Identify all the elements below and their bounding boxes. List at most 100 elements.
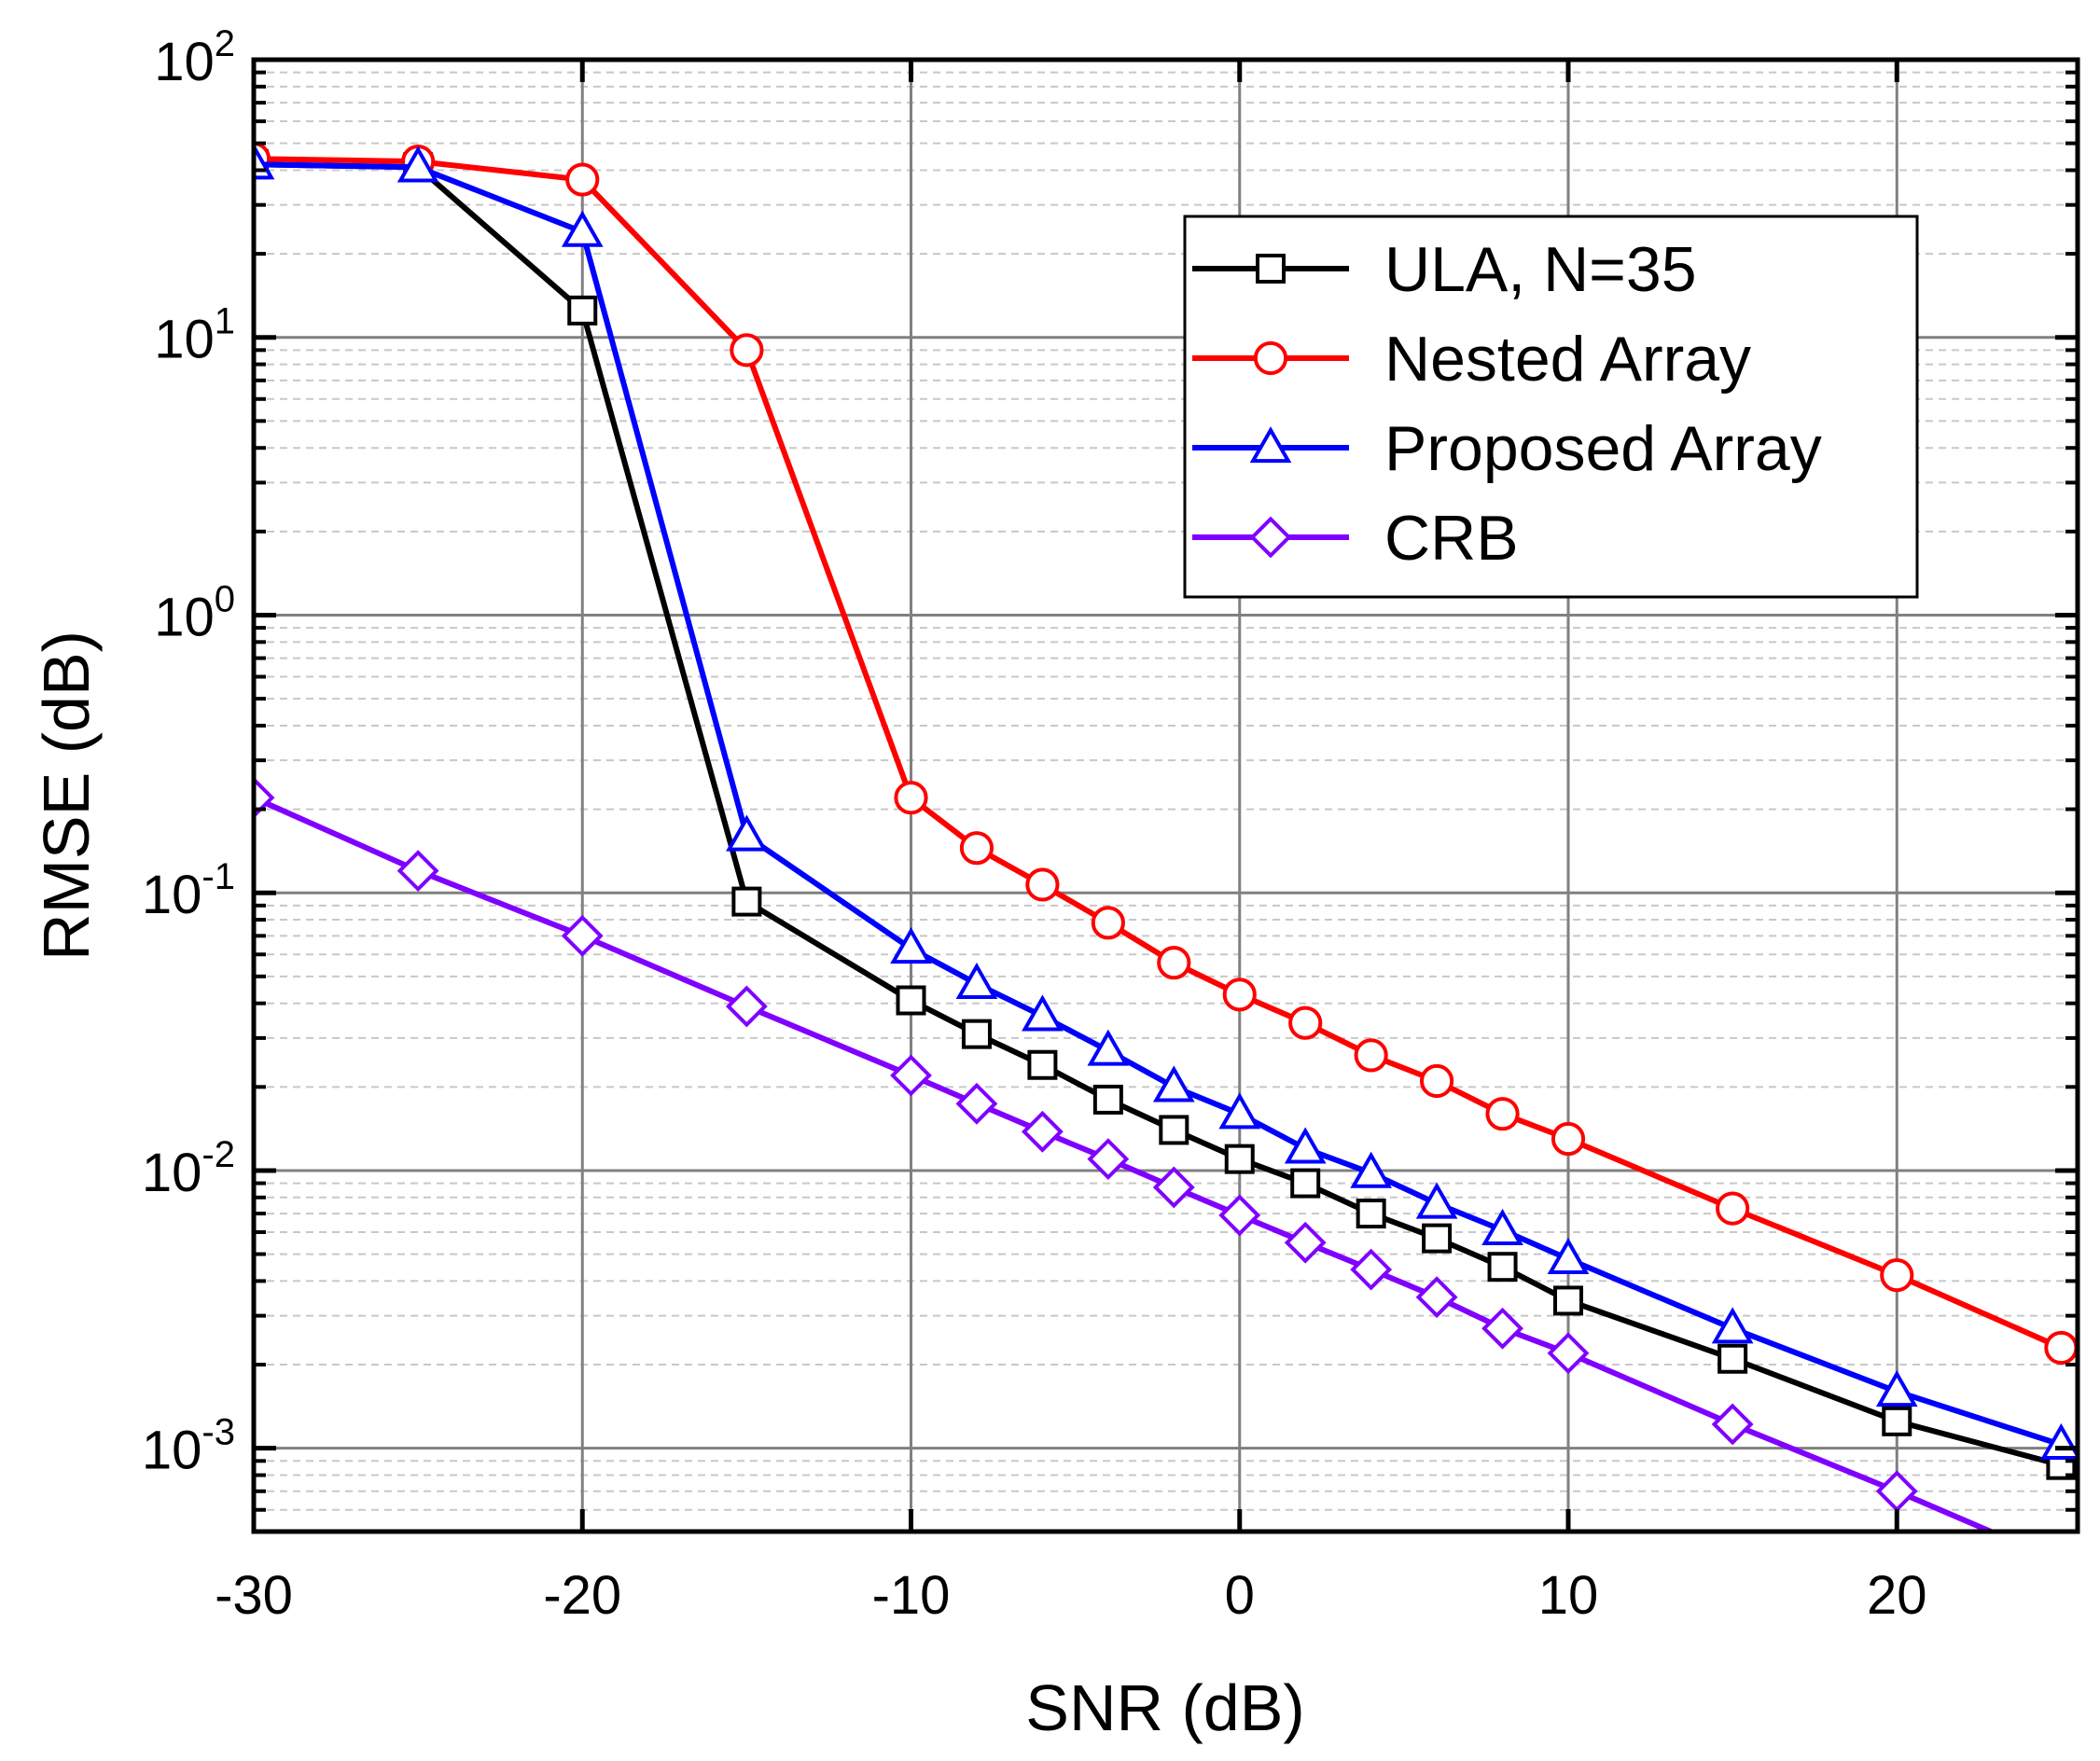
data-point-square bbox=[961, 1019, 992, 1049]
data-point-circle bbox=[1420, 1063, 1454, 1099]
data-point-square bbox=[731, 886, 762, 917]
legend-label: CRB bbox=[1384, 503, 1519, 574]
y-tick-labels: 10-3 10-2 10-1 100 101 102 bbox=[142, 23, 235, 1481]
legend-item: Proposed Array bbox=[1192, 413, 1822, 484]
data-point-circle bbox=[1551, 1121, 1586, 1157]
x-tick-label: 10 bbox=[1538, 1565, 1599, 1626]
y-tick-label: 101 bbox=[154, 301, 235, 370]
data-point-circle bbox=[1091, 906, 1125, 940]
data-point-triangle bbox=[1711, 1307, 1754, 1344]
data-point-diamond bbox=[1547, 1332, 1590, 1375]
data-point-diamond bbox=[396, 850, 439, 893]
data-point-triangle bbox=[1875, 1369, 1918, 1407]
data-point-diamond bbox=[1152, 1166, 1195, 1209]
series-crb bbox=[254, 776, 1998, 1532]
data-point-triangle bbox=[561, 210, 604, 247]
data-point-diamond bbox=[1284, 1221, 1327, 1264]
data-point-circle bbox=[1025, 867, 1060, 902]
data-point-square bbox=[567, 295, 598, 326]
x-tick-labels: -30 -20 -10 0 10 20 bbox=[215, 1565, 1926, 1626]
data-point-circle bbox=[1354, 1038, 1388, 1073]
y-tick-label: 10-3 bbox=[142, 1412, 235, 1481]
data-point-square bbox=[1718, 1343, 1748, 1374]
legend-item: Nested Array bbox=[1192, 324, 1751, 395]
data-point-square bbox=[1092, 1084, 1123, 1115]
data-point-triangle bbox=[1152, 1065, 1195, 1102]
data-point-circle bbox=[1716, 1191, 1750, 1226]
y-tick-label: 100 bbox=[154, 578, 235, 647]
data-point-diamond bbox=[1087, 1138, 1130, 1181]
data-point-diamond bbox=[1021, 1110, 1064, 1153]
series-line bbox=[254, 156, 2063, 1351]
data-point-diamond bbox=[1481, 1307, 1523, 1350]
data-point-circle bbox=[565, 162, 600, 197]
data-point-circle bbox=[730, 333, 764, 367]
series-line bbox=[254, 161, 2063, 1468]
y-tick-label: 10-2 bbox=[142, 1134, 235, 1203]
y-tick-label: 10-1 bbox=[142, 856, 235, 925]
y-axis-title: RMSE (dB) bbox=[30, 631, 103, 961]
data-point-square bbox=[1256, 254, 1286, 284]
data-point-diamond bbox=[1711, 1403, 1754, 1446]
legend-label: ULA, N=35 bbox=[1384, 234, 1697, 305]
legend-label: Proposed Array bbox=[1384, 413, 1822, 484]
data-point-square bbox=[896, 985, 926, 1016]
data-point-triangle bbox=[1218, 1092, 1261, 1130]
data-point-diamond bbox=[1249, 516, 1292, 559]
data-point-square bbox=[1882, 1406, 1912, 1436]
data-point-diamond bbox=[1350, 1248, 1393, 1291]
data-point-triangle bbox=[726, 814, 768, 852]
series-line bbox=[254, 795, 1998, 1532]
data-point-triangle bbox=[1022, 994, 1064, 1032]
series-proposed-array bbox=[254, 143, 2078, 1461]
data-point-square bbox=[1159, 1115, 1189, 1145]
data-point-circle bbox=[1157, 946, 1191, 980]
x-axis-title: SNR (dB) bbox=[1025, 1671, 1304, 1744]
series-line bbox=[254, 161, 2063, 1448]
axis-ticks bbox=[251, 57, 2078, 1532]
data-point-diamond bbox=[254, 776, 275, 819]
data-point-square bbox=[1027, 1049, 1058, 1080]
data-point-triangle bbox=[1087, 1029, 1130, 1066]
data-point-circle bbox=[1222, 978, 1257, 1012]
x-tick-label: -30 bbox=[215, 1565, 293, 1626]
data-point-circle bbox=[1253, 340, 1288, 376]
data-point-square bbox=[1553, 1285, 1584, 1316]
data-point-circle bbox=[1880, 1258, 1914, 1293]
data-point-circle bbox=[894, 781, 928, 815]
data-point-diamond bbox=[1415, 1276, 1458, 1319]
legend: ULA, N=35 Nested Array Proposed Array CRB bbox=[1183, 215, 1919, 599]
data-point-diamond bbox=[725, 985, 768, 1028]
legend-item: ULA, N=35 bbox=[1192, 234, 1697, 305]
x-tick-label: -10 bbox=[872, 1565, 951, 1626]
series-layer bbox=[254, 142, 2078, 1532]
data-point-square bbox=[1356, 1199, 1386, 1229]
data-point-diamond bbox=[1218, 1194, 1261, 1237]
data-point-triangle bbox=[1284, 1127, 1327, 1164]
data-point-triangle bbox=[1547, 1237, 1590, 1275]
legend-box bbox=[1183, 215, 1919, 599]
data-point-diamond bbox=[955, 1082, 998, 1125]
data-point-circle bbox=[959, 831, 994, 866]
x-tick-label: -20 bbox=[543, 1565, 621, 1626]
data-point-triangle bbox=[890, 927, 932, 964]
data-point-triangle bbox=[1350, 1151, 1393, 1188]
data-point-triangle bbox=[1481, 1208, 1523, 1246]
data-point-square bbox=[1487, 1252, 1518, 1283]
data-point-triangle bbox=[1415, 1182, 1458, 1219]
data-point-diamond bbox=[890, 1054, 932, 1097]
data-point-triangle bbox=[396, 146, 439, 183]
data-point-square bbox=[1224, 1144, 1255, 1174]
data-point-circle bbox=[1485, 1097, 1520, 1131]
data-point-triangle bbox=[1249, 426, 1292, 464]
data-point-diamond bbox=[561, 914, 604, 957]
y-tick-label: 102 bbox=[154, 23, 235, 92]
legend-label: Nested Array bbox=[1384, 324, 1751, 395]
x-tick-label: 0 bbox=[1225, 1565, 1255, 1626]
plot-frame bbox=[251, 57, 2080, 1534]
x-tick-label: 20 bbox=[1867, 1565, 1927, 1626]
data-point-square bbox=[1290, 1168, 1321, 1199]
data-point-triangle bbox=[955, 962, 998, 1000]
data-point-circle bbox=[2044, 1330, 2078, 1366]
